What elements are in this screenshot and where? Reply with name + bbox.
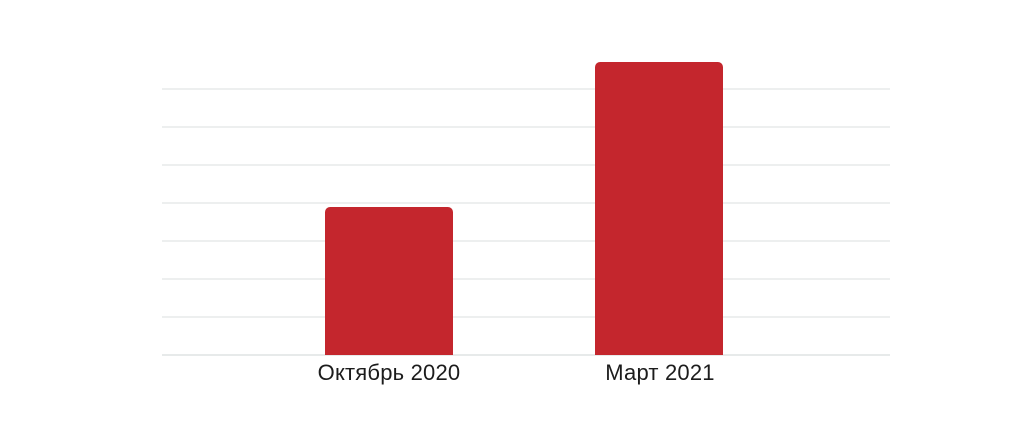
x-axis-label-october-2020: Октябрь 2020 bbox=[317, 360, 461, 385]
x-axis-label-march-2021: Март 2021 bbox=[605, 360, 715, 385]
gridline bbox=[162, 240, 890, 242]
gridline bbox=[162, 278, 890, 280]
gridline bbox=[162, 164, 890, 166]
plot-area bbox=[162, 51, 890, 356]
bar-march-2021 bbox=[595, 62, 723, 355]
gridline bbox=[162, 202, 890, 204]
x-axis-baseline bbox=[162, 354, 890, 356]
bar-october-2020 bbox=[325, 207, 453, 355]
gridline bbox=[162, 316, 890, 318]
gridline bbox=[162, 88, 890, 90]
gridline bbox=[162, 126, 890, 128]
